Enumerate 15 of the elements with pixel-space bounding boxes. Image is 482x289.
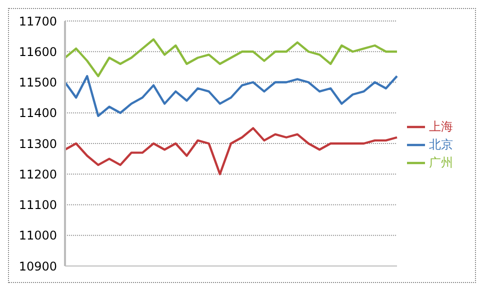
y-tick-label: 10900 bbox=[18, 259, 57, 274]
y-tick-label: 11500 bbox=[18, 76, 57, 90]
y-tick-label: 11300 bbox=[18, 136, 57, 151]
y-tick-label: 11400 bbox=[18, 106, 57, 120]
y-tick-label: 11000 bbox=[18, 228, 57, 243]
legend-label: 上海 bbox=[429, 118, 453, 133]
y-tick-label: 11700 bbox=[18, 14, 57, 28]
line-series bbox=[64, 38, 398, 78]
legend-label: 北京 bbox=[429, 136, 453, 151]
legend-label: 广州 bbox=[429, 154, 453, 169]
line-series bbox=[64, 127, 398, 176]
line-series bbox=[64, 75, 398, 118]
y-tick-label: 11600 bbox=[18, 44, 57, 59]
y-tick-label: 11100 bbox=[18, 198, 57, 212]
y-tick-label: 11200 bbox=[18, 167, 57, 182]
